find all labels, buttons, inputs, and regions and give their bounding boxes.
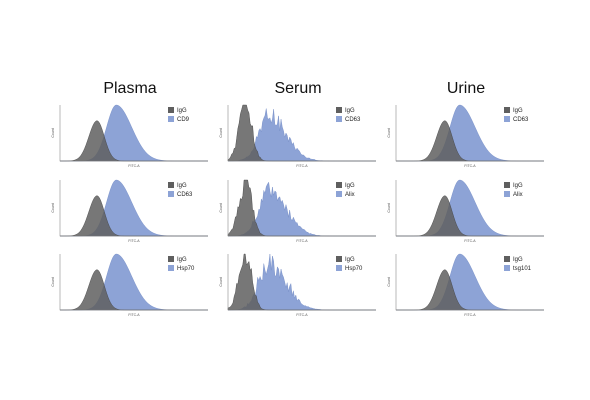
histogram-svg: Count FITC-A IgG Hsp70 <box>219 253 376 317</box>
legend-swatch-igg <box>504 107 510 113</box>
x-axis-label: FITC-A <box>464 313 476 317</box>
x-axis-label: FITC-A <box>128 164 140 168</box>
y-axis-label: Count <box>51 203 55 212</box>
histogram-panel-urine-cd63: Count FITC-A IgG CD63 <box>386 101 546 169</box>
histogram-svg: Count FITC-A IgG CD63 <box>51 179 208 243</box>
legend-label-marker: CD63 <box>513 117 529 123</box>
legend-swatch-marker <box>336 116 342 122</box>
histogram-svg: Count FITC-A IgG Alix <box>219 179 376 243</box>
x-axis-label: FITC-A <box>464 164 476 168</box>
legend-label-marker: Alix <box>513 192 523 198</box>
legend-label-igg: IgG <box>177 183 187 189</box>
column-title-serum: Serum <box>274 80 322 97</box>
axis-lines <box>227 105 376 162</box>
column-title-plasma: Plasma <box>103 80 157 97</box>
legend-label-marker: CD63 <box>177 192 193 198</box>
y-axis-label: Count <box>387 128 391 137</box>
legend-label-marker: CD9 <box>177 117 190 123</box>
legend-swatch-igg <box>168 256 174 262</box>
x-axis-label: FITC-A <box>128 239 140 243</box>
x-axis-label: FITC-A <box>128 313 140 317</box>
y-axis-label: Count <box>51 277 55 286</box>
legend-swatch-igg <box>336 107 342 113</box>
legend-label-igg: IgG <box>513 257 523 263</box>
histogram-svg: Count FITC-A IgG CD63 <box>219 104 376 168</box>
legend-swatch-marker <box>504 265 510 271</box>
histogram-svg: Count FITC-A IgG CD63 <box>387 104 544 168</box>
axis-lines <box>227 254 376 311</box>
legend-label-igg: IgG <box>177 108 187 114</box>
histogram-panel-plasma-cd9: Count FITC-A IgG CD9 <box>50 101 210 169</box>
y-axis-label: Count <box>387 277 391 286</box>
x-axis-label: FITC-A <box>296 239 308 243</box>
histogram-panel-plasma-hsp70: Count FITC-A IgG Hsp70 <box>50 250 210 318</box>
legend-label-marker: Hsp70 <box>177 266 195 272</box>
legend-label-igg: IgG <box>513 108 523 114</box>
legend-label-marker: tsg101 <box>513 266 532 272</box>
x-axis-label: FITC-A <box>296 164 308 168</box>
y-axis-label: Count <box>387 203 391 212</box>
histogram-panel-urine-tsg101: Count FITC-A IgG tsg101 <box>386 250 546 318</box>
legend-label-igg: IgG <box>345 183 355 189</box>
legend-label-marker: Hsp70 <box>345 266 363 272</box>
legend-swatch-marker <box>168 191 174 197</box>
legend-label-igg: IgG <box>345 108 355 114</box>
y-axis-label: Count <box>219 277 223 286</box>
legend-swatch-marker <box>504 191 510 197</box>
y-axis-label: Count <box>219 203 223 212</box>
column-title-urine: Urine <box>446 80 486 97</box>
histogram-svg: Count FITC-A IgG CD9 <box>51 104 208 168</box>
legend-swatch-igg <box>336 182 342 188</box>
axis-lines <box>395 105 544 162</box>
legend-swatch-igg <box>168 107 174 113</box>
y-axis-label: Count <box>51 128 55 137</box>
histogram-panel-serum-hsp70: Count FITC-A IgG Hsp70 <box>218 250 378 318</box>
histogram-panel-serum-cd63: Count FITC-A IgG CD63 <box>218 101 378 169</box>
histogram-panel-urine-alix: Count FITC-A IgG Alix <box>386 176 546 244</box>
legend-label-igg: IgG <box>177 257 187 263</box>
legend-swatch-igg <box>168 182 174 188</box>
legend-swatch-marker <box>168 116 174 122</box>
legend-label-igg: IgG <box>513 183 523 189</box>
legend-swatch-marker <box>168 265 174 271</box>
axis-lines <box>59 105 208 162</box>
legend-swatch-igg <box>336 256 342 262</box>
x-axis-label: FITC-A <box>296 313 308 317</box>
histogram-svg: Count FITC-A IgG Hsp70 <box>51 253 208 317</box>
y-axis-label: Count <box>219 128 223 137</box>
legend-label-marker: CD63 <box>345 117 361 123</box>
axis-lines <box>59 180 208 237</box>
legend-label-igg: IgG <box>345 257 355 263</box>
legend-swatch-marker <box>336 265 342 271</box>
axis-lines <box>227 180 376 237</box>
histogram-panel-serum-alix: Count FITC-A IgG Alix <box>218 176 378 244</box>
x-axis-label: FITC-A <box>464 239 476 243</box>
legend-swatch-marker <box>336 191 342 197</box>
axis-lines <box>395 254 544 311</box>
axis-lines <box>395 180 544 237</box>
legend-label-marker: Alix <box>345 192 355 198</box>
legend-swatch-igg <box>504 256 510 262</box>
histogram-panel-plasma-cd63: Count FITC-A IgG CD63 <box>50 176 210 244</box>
histogram-svg: Count FITC-A IgG tsg101 <box>387 253 544 317</box>
histogram-svg: Count FITC-A IgG Alix <box>387 179 544 243</box>
legend-swatch-marker <box>504 116 510 122</box>
legend-swatch-igg <box>504 182 510 188</box>
axis-lines <box>59 254 208 311</box>
